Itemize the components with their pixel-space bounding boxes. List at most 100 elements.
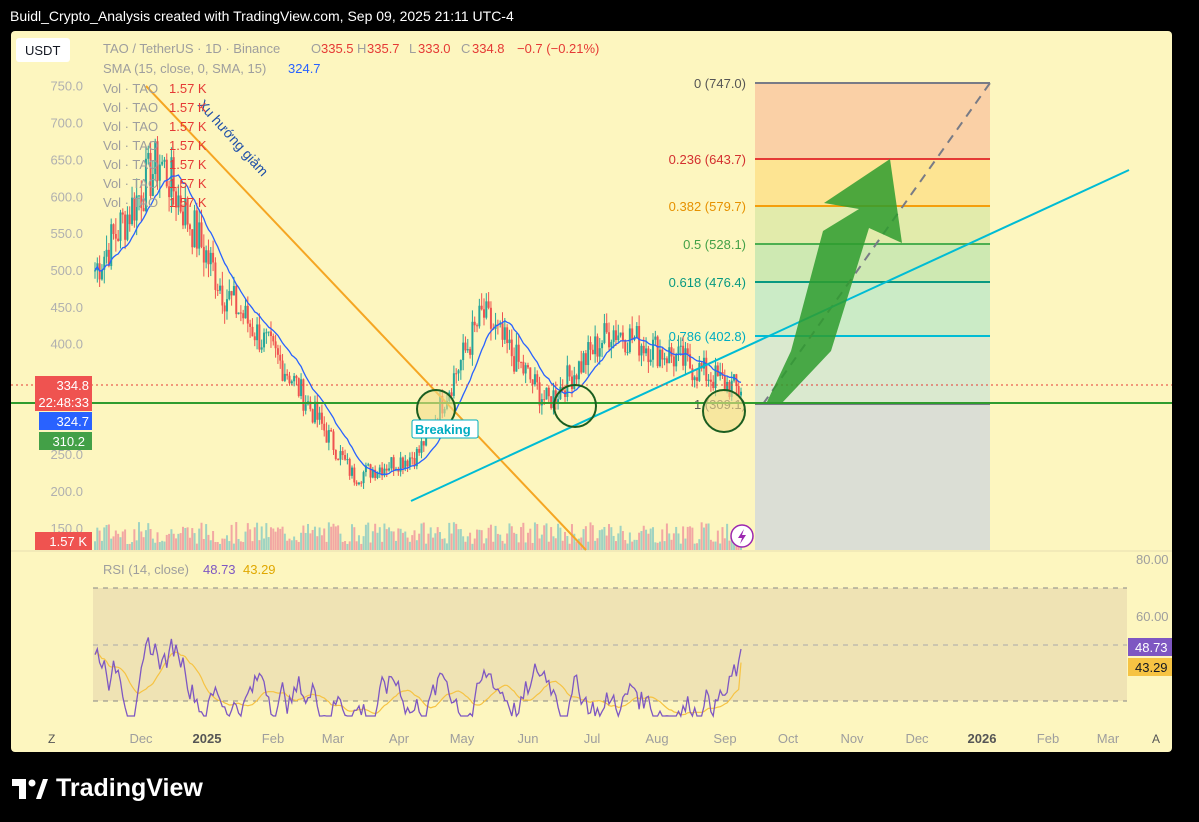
candle-body — [661, 349, 664, 360]
time-tick: Oct — [778, 731, 799, 746]
volume-bar — [200, 522, 203, 550]
time-tick: Mar — [1097, 731, 1120, 746]
time-tick: Apr — [389, 731, 410, 746]
candle-body — [598, 348, 601, 357]
volume-bar — [388, 527, 391, 550]
retest-circle — [553, 384, 597, 428]
candle-body — [184, 198, 187, 226]
candle-body — [524, 365, 527, 374]
auto-scale-a-button[interactable]: A — [1152, 732, 1160, 746]
candle-body — [462, 342, 465, 361]
candle-body — [154, 141, 157, 175]
volume-bar — [191, 528, 194, 550]
volume-bar — [476, 529, 479, 550]
candle-body — [503, 327, 506, 340]
time-tick: Dec — [905, 731, 929, 746]
volume-bar — [209, 540, 212, 550]
auto-scale-z-button[interactable]: Z — [48, 732, 55, 746]
candle-body — [612, 330, 615, 342]
candle-body — [621, 332, 624, 341]
ascending-channel-line[interactable] — [410, 169, 1130, 502]
volume-bar — [633, 539, 636, 550]
candle-body — [385, 468, 388, 471]
volume-bar — [608, 524, 611, 550]
volume-bar — [404, 531, 407, 550]
candle-body — [531, 379, 534, 385]
volume-bar — [559, 527, 562, 550]
downtrend-line[interactable] — [145, 85, 587, 551]
volume-bar — [661, 529, 664, 550]
candle-body — [209, 252, 212, 265]
rsi-value-badge — [1128, 638, 1172, 656]
volume-bar — [235, 522, 238, 550]
candle-body — [418, 448, 421, 453]
candle-body — [337, 459, 340, 461]
candle-body — [388, 468, 391, 471]
volume-bar — [517, 542, 520, 550]
price-tick: 600.0 — [50, 189, 83, 204]
volume-bar — [626, 543, 629, 550]
volume-bar — [177, 533, 180, 550]
candle-body — [119, 212, 122, 241]
volume-bar — [253, 527, 256, 550]
volume-bar — [716, 530, 719, 550]
volume-bar — [221, 538, 224, 550]
volume-bar — [295, 540, 298, 550]
fib-zone-below-1 — [755, 404, 990, 550]
volume-bar — [520, 527, 523, 550]
candle-body — [286, 373, 289, 376]
rsi-ma-line — [94, 650, 742, 716]
candle-body — [575, 375, 578, 380]
candle-body — [147, 152, 150, 159]
candle-body — [344, 455, 347, 460]
tradingview-brand: TradingView — [56, 774, 203, 802]
candle-body — [357, 482, 360, 485]
rsi-pane[interactable]: RSI (14, close) 48.73 43.29 80.00 60.00 … — [93, 552, 1172, 719]
volume-bar — [691, 527, 694, 550]
currency-button[interactable]: USDT — [16, 38, 70, 62]
volume-bar — [133, 529, 136, 550]
sma-text: 324.7 — [56, 414, 89, 429]
volume-bar — [494, 525, 497, 550]
volume-bar — [459, 529, 462, 550]
volume-bar — [168, 533, 171, 550]
candle-body — [126, 214, 129, 240]
legend-h: 335.7 — [367, 41, 400, 56]
candle-body — [529, 367, 532, 380]
candle-body — [415, 448, 418, 467]
volume-bar — [381, 541, 384, 550]
candle-body — [617, 335, 620, 341]
fibonacci-retracement[interactable]: 0 (747.0) 0.236 (643.7) 0.382 (579.7) 0.… — [669, 76, 991, 550]
volume-bar — [631, 541, 634, 550]
vol-legend-label: Vol · TAO — [103, 100, 158, 115]
vol-legend-label: Vol · TAO — [103, 119, 158, 134]
volume-bar — [114, 530, 117, 550]
volume-bar — [596, 538, 599, 550]
volume-bar — [682, 526, 685, 550]
volume-bar — [554, 538, 557, 550]
candle-body — [596, 336, 599, 357]
candle-body — [452, 373, 455, 396]
volume-bar — [367, 522, 370, 550]
price-badges: 334.8 22:48:33 324.7 310.2 1.57 K — [35, 376, 92, 550]
candle-body — [728, 381, 731, 397]
support-text: 310.2 — [52, 434, 85, 449]
candle-body — [244, 305, 247, 319]
volume-bar — [121, 531, 124, 550]
volume-bar — [429, 527, 432, 550]
volume-bar — [496, 533, 499, 550]
candle-body — [682, 345, 685, 366]
candle-body — [709, 379, 712, 382]
volume-bar — [119, 537, 122, 550]
tradingview-chart[interactable]: 0 (747.0) 0.236 (643.7) 0.382 (579.7) 0.… — [11, 31, 1172, 752]
candle-body — [151, 174, 154, 196]
chart-panel[interactable]: 0 (747.0) 0.236 (643.7) 0.382 (579.7) 0.… — [11, 31, 1172, 752]
lightning-icon[interactable] — [730, 524, 754, 548]
volume-bar — [441, 538, 444, 550]
volume-bar — [263, 538, 266, 550]
candle-body — [179, 195, 182, 212]
candle-body — [325, 430, 328, 443]
time-tick: Mar — [322, 731, 345, 746]
rsi-legend-value: 48.73 — [203, 562, 236, 577]
time-axis[interactable]: Dec 2025 Feb Mar Apr May Jun Jul Aug Sep Oct Nov Dec… — [129, 731, 1119, 746]
